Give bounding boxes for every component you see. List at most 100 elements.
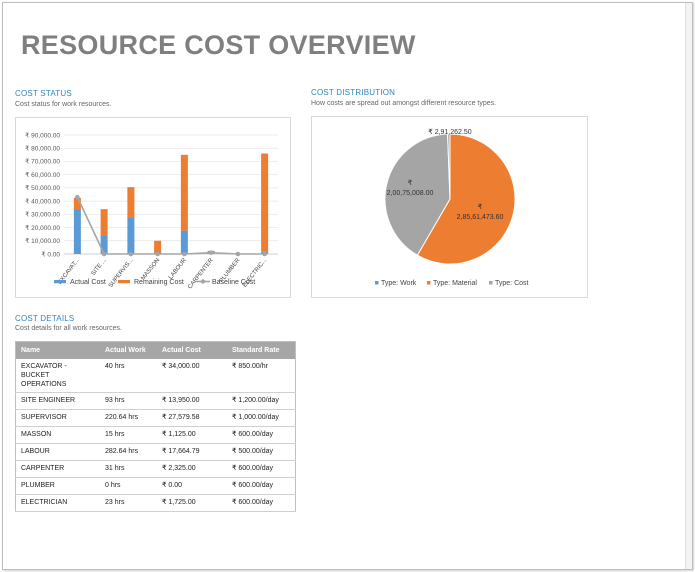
y-tick-label: ₹ 50,000.00 xyxy=(25,184,60,192)
pie-data-label: ₹2,00,75,008.00 xyxy=(387,179,434,197)
baseline-cost-point xyxy=(101,251,107,257)
actual-cost-bar xyxy=(73,209,81,254)
header-actual-work: Actual Work xyxy=(100,341,157,359)
x-tick-label: CARPENTER xyxy=(187,257,215,290)
header-actual-cost: Actual Cost xyxy=(157,341,227,359)
y-tick-label: ₹ 70,000.00 xyxy=(25,158,60,166)
actual-cost-bar xyxy=(100,235,108,254)
cell-standard-rate: ₹ 600.00/day xyxy=(227,494,296,512)
cell-name: CARPENTER xyxy=(15,460,100,478)
pie-data-label: ₹2,85,61,473.60 xyxy=(457,203,504,221)
cell-standard-rate: ₹ 1,000.00/day xyxy=(227,409,296,427)
legend-label: Actual Cost xyxy=(70,279,106,286)
table-row: SUPERVISOR 220.64 hrs ₹ 27,579.58 ₹ 1,000.0… xyxy=(15,409,296,427)
y-tick-label: ₹ 90,000.00 xyxy=(25,131,60,139)
y-tick-label: ₹ 10,000.00 xyxy=(25,237,60,245)
table-row: MASSON 15 hrs ₹ 1,125.00 ₹ 600.00/day xyxy=(15,426,296,444)
pie-slice xyxy=(384,133,451,256)
cell-actual-cost: ₹ 1,725.00 xyxy=(157,494,227,512)
cell-actual-work: 220.64 hrs xyxy=(100,409,157,427)
y-tick-label: ₹ 0.00 xyxy=(41,250,60,258)
legend-swatch-marker xyxy=(200,279,206,284)
legend-label: Baseline Cost xyxy=(212,279,255,286)
cell-standard-rate: ₹ 1,200.00/day xyxy=(227,392,296,410)
remaining-cost-bar xyxy=(73,197,81,210)
cost-distribution-title: COST DISTRIBUTION xyxy=(311,88,396,97)
cell-actual-cost: ₹ 1,125.00 xyxy=(157,426,227,444)
table-row: CARPENTER 31 hrs ₹ 2,325.00 ₹ 600.00/day xyxy=(15,460,296,478)
cell-name: EXCAVATOR - BUCKET OPERATIONS xyxy=(15,359,100,393)
header-name: Name xyxy=(15,341,100,359)
cell-actual-work: 93 hrs xyxy=(100,392,157,410)
legend-label: Type: Work xyxy=(381,280,417,287)
remaining-cost-bar xyxy=(100,209,108,236)
cell-standard-rate: ₹ 500.00/day xyxy=(227,443,296,461)
baseline-cost-point xyxy=(208,250,214,255)
cost-details-title: COST DETAILS xyxy=(15,314,75,323)
cost-details-subtitle: Cost details for all work resources. xyxy=(15,325,122,332)
vertical-scrollbar[interactable] xyxy=(685,3,692,569)
cell-actual-work: 15 hrs xyxy=(100,426,157,444)
pie-slice xyxy=(447,133,451,200)
remaining-cost-bar xyxy=(127,187,135,218)
pie-data-label: ₹ 2,91,262.50 xyxy=(428,128,471,136)
cell-actual-work: 31 hrs xyxy=(100,460,157,478)
cost-distribution-chart: ₹2,85,61,473.60 ₹ 2,00,75,008.00 ₹ 2,91,262… xyxy=(375,128,529,287)
table-row: SITE ENGINEER 93 hrs ₹ 13,950.00 ₹ 1,200.00… xyxy=(15,392,296,410)
baseline-cost-point xyxy=(235,251,241,257)
cell-standard-rate: ₹ 850.00/hr xyxy=(227,359,296,393)
cell-standard-rate: ₹ 600.00/day xyxy=(227,477,296,495)
cell-actual-cost: ₹ 17,664.79 xyxy=(157,443,227,461)
table-row: LABOUR 282.64 hrs ₹ 17,664.79 ₹ 500.00/day xyxy=(15,443,296,461)
cost-status-chart-panel: ₹ 0.00 ₹ 10,000.00 ₹ 20,000.00 ₹ 30,000.00 ₹… xyxy=(15,117,291,298)
cell-actual-cost: ₹ 2,325.00 xyxy=(157,460,227,478)
x-tick-label: LABOUR xyxy=(168,257,188,281)
cell-actual-cost: ₹ 0.00 xyxy=(157,477,227,495)
table-row: ELECTRICIAN 23 hrs ₹ 1,725.00 ₹ 600.00/day xyxy=(15,494,296,512)
cell-name: PLUMBER xyxy=(15,477,100,495)
cost-status-subtitle: Cost status for work resources. xyxy=(15,101,112,108)
cost-distribution-chart-panel: ₹2,85,61,473.60 ₹2,00,75,008.00 ₹ 2,91,262… xyxy=(311,116,588,298)
header-standard-rate: Standard Rate xyxy=(227,341,296,359)
cell-name: ELECTRICIAN xyxy=(15,494,100,512)
table-header-row: Name Actual Work Actual Cost Standard Ra… xyxy=(15,341,296,359)
cell-name: LABOUR xyxy=(15,443,100,461)
baseline-cost-point xyxy=(75,194,80,200)
cell-actual-cost: ₹ 27,579.58 xyxy=(157,409,227,427)
x-tick-label: SUPERVIS... xyxy=(108,257,135,289)
cell-actual-work: 0 hrs xyxy=(100,477,157,495)
cell-name: MASSON xyxy=(15,426,100,444)
baseline-cost-point xyxy=(262,251,267,257)
cost-status-title: COST STATUS xyxy=(15,89,72,98)
baseline-cost-point xyxy=(182,251,187,257)
table-row: PLUMBER 0 hrs ₹ 0.00 ₹ 600.00/day xyxy=(15,477,296,495)
cell-actual-work: 23 hrs xyxy=(100,494,157,512)
pie-slice xyxy=(416,133,516,265)
legend-swatch xyxy=(118,280,130,284)
cell-standard-rate: ₹ 600.00/day xyxy=(227,460,296,478)
remaining-cost-bar xyxy=(154,240,162,253)
y-tick-label: ₹ 30,000.00 xyxy=(25,211,60,219)
cell-name: SUPERVISOR xyxy=(15,409,100,427)
legend-swatch xyxy=(375,281,379,285)
cell-name: SITE ENGINEER xyxy=(15,392,100,410)
cell-actual-cost: ₹ 13,950.00 xyxy=(157,392,227,410)
legend-swatch xyxy=(427,281,431,285)
page-title: RESOURCE COST OVERVIEW xyxy=(21,30,416,60)
legend-swatch xyxy=(54,280,66,284)
actual-cost-bar xyxy=(180,230,188,254)
legend-label: Remaining Cost xyxy=(134,279,184,286)
actual-cost-bar xyxy=(127,217,135,254)
legend-swatch xyxy=(489,281,493,285)
legend-label: Type: Cost xyxy=(495,280,529,287)
cost-status-chart: ₹ 0.00 ₹ 10,000.00 ₹ 20,000.00 ₹ 30,000.00 ₹… xyxy=(25,131,278,290)
cell-actual-work: 40 hrs xyxy=(100,359,157,393)
cell-actual-work: 282.64 hrs xyxy=(100,443,157,461)
x-tick-label: SITE ... xyxy=(91,257,108,277)
table-row: EXCAVATOR - BUCKET OPERATIONS 40 hrs ₹ 34,… xyxy=(15,359,296,393)
y-tick-label: ₹ 20,000.00 xyxy=(25,224,60,232)
cost-distribution-subtitle: How costs are spread out amongst differe… xyxy=(311,100,497,107)
legend-label: Type: Material xyxy=(433,280,477,287)
baseline-cost-line xyxy=(76,196,265,255)
remaining-cost-bar xyxy=(261,153,269,252)
